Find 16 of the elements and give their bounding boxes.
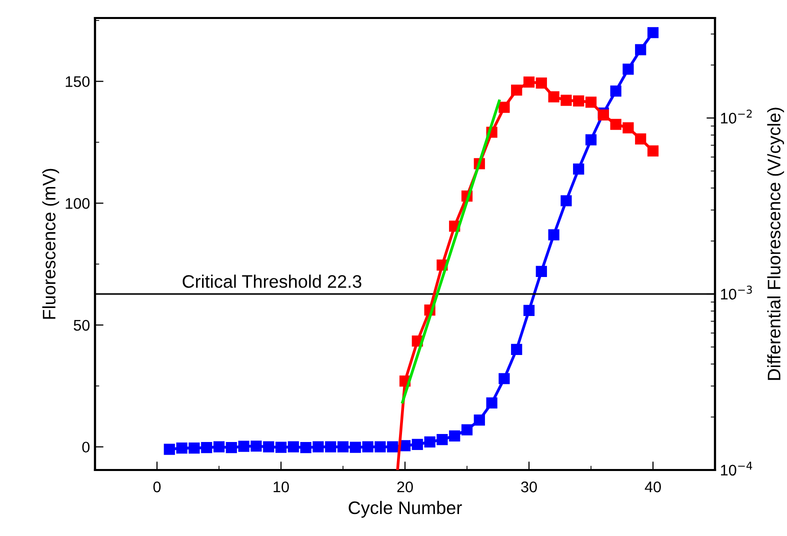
x-tick-label: 0 bbox=[153, 482, 161, 492]
y2-tick-label: 10$^{−3}$ bbox=[721, 286, 752, 300]
x-tick-label: 30 bbox=[521, 482, 537, 492]
annotation: Critical Threshold 22.3 bbox=[182, 274, 362, 288]
x-tick-label: 10 bbox=[274, 482, 289, 492]
x-tick-label: 20 bbox=[397, 482, 413, 492]
y2-tick-label: 10$^{−4}$ bbox=[721, 462, 752, 476]
y2-tick-label: 10$^{−2}$ bbox=[721, 110, 752, 124]
x-axis-title: Cycle Number bbox=[348, 500, 462, 518]
y-tick-label: 50 bbox=[74, 320, 90, 331]
x-tick-label: 40 bbox=[644, 482, 661, 492]
y-tick-label: 0 bbox=[82, 442, 90, 453]
y-tick-label: 100 bbox=[66, 198, 90, 209]
y-axis-title: Fluorescence (mV) bbox=[42, 168, 60, 319]
y2-axis-title: Differential Fluorescence (V/cycle) bbox=[767, 108, 784, 380]
y-tick-label: 150 bbox=[66, 76, 90, 88]
